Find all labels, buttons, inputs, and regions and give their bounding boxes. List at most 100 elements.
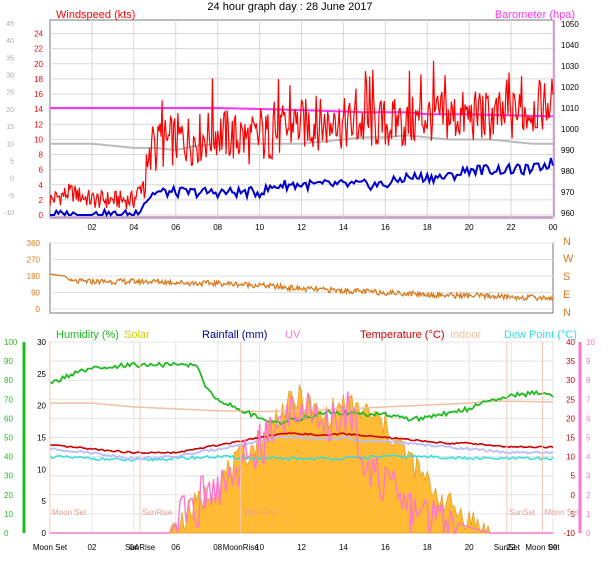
x-tick-label: 06 (171, 223, 180, 232)
tick-label-rainfall: 10 (37, 465, 46, 474)
tick-label-wind: 0 (39, 211, 44, 220)
tick-label-temperature: 35 (566, 357, 575, 366)
tick-label-outer: 0 (10, 176, 14, 183)
compass-label: S (563, 271, 570, 283)
event-label-axis: Moon Set (33, 543, 68, 552)
series-line-direction (49, 273, 554, 302)
tick-label-uv: 3 (586, 472, 591, 481)
tick-label-rainfall: 20 (37, 402, 46, 411)
tick-label-outer: 5 (10, 158, 14, 165)
x-tick-label: 04 (129, 223, 138, 232)
x-tick-label: 20 (465, 223, 474, 232)
tick-label-uv: 8 (586, 376, 591, 385)
tick-label-temperature: -5 (568, 510, 576, 519)
tick-label-barometer: 1040 (561, 41, 579, 50)
x-tick-label: 16 (381, 223, 390, 232)
x-tick-label: 04 (129, 543, 138, 552)
tick-label-barometer: 1010 (561, 104, 579, 113)
tick-label-rainfall: 15 (37, 434, 46, 443)
tick-label-humidity: 10 (4, 510, 13, 519)
legend-windspeed: Windspeed (kts) (56, 9, 135, 21)
tick-label-temperature: -10 (563, 529, 575, 538)
event-label-in-plot: SunSet (509, 508, 536, 517)
x-tick-label: 20 (465, 543, 474, 552)
tick-label-humidity: 70 (4, 395, 13, 404)
tick-label-direction: 270 (27, 256, 41, 265)
tick-label-humidity: 90 (4, 357, 13, 366)
legend-barometer: Barometer (hpa) (495, 9, 575, 21)
x-tick-label: 00 (549, 223, 558, 232)
event-label-in-plot: MoonRise (243, 508, 280, 517)
legend-item: Humidity (%) (56, 329, 119, 341)
x-tick-label: 12 (297, 543, 306, 552)
tick-label-barometer: 1020 (561, 83, 579, 92)
tick-label-humidity: 100 (4, 338, 18, 347)
tick-label-humidity: 30 (4, 472, 13, 481)
tick-label-barometer: 1000 (561, 125, 579, 134)
tick-label-humidity: 20 (4, 491, 13, 500)
event-label-in-plot: Moon Set (545, 508, 580, 517)
x-tick-label: 22 (507, 223, 516, 232)
tick-label-outer: -5 (8, 193, 14, 200)
tick-label-uv: 0 (586, 529, 591, 538)
tick-label-outer: 40 (6, 38, 14, 45)
series-line-humidity (49, 361, 554, 426)
series-line-temperature (49, 432, 554, 455)
legend-item: Indoor (450, 329, 482, 341)
tick-label-wind: 18 (34, 75, 43, 84)
tick-label-uv: 10 (586, 338, 595, 347)
compass-label: E (563, 289, 570, 301)
tick-label-barometer: 990 (561, 146, 575, 155)
x-tick-label: 02 (87, 223, 96, 232)
tick-label-humidity: 50 (4, 434, 13, 443)
tick-label-uv: 9 (586, 357, 591, 366)
event-label-axis: MoonRise (223, 543, 260, 552)
series-line-feels-like (49, 435, 554, 461)
tick-label-temperature: 5 (571, 472, 576, 481)
tick-label-uv: 7 (586, 395, 591, 404)
tick-label-direction: 0 (36, 305, 41, 314)
event-label-in-plot: Moon Set (52, 508, 87, 517)
tick-label-outer: -10 (4, 210, 14, 217)
tick-label-uv: 6 (586, 414, 591, 423)
legend-item: Dew Point (°C) (504, 329, 577, 341)
legend-item: Rainfall (mm) (202, 329, 267, 341)
tick-label-rainfall: 5 (42, 497, 47, 506)
tick-label-temperature: 20 (566, 414, 575, 423)
tick-label-wind: 6 (39, 166, 44, 175)
compass-label: N (563, 307, 571, 319)
tick-label-outer: 30 (6, 73, 14, 80)
x-tick-label: 18 (423, 223, 432, 232)
event-label-axis: SunRise (125, 543, 156, 552)
tick-label-barometer: 960 (561, 209, 575, 218)
x-tick-label: 08 (213, 223, 222, 232)
tick-label-direction: 90 (31, 289, 40, 298)
event-label-axis: SunSet (494, 543, 521, 552)
tick-label-temperature: 0 (571, 491, 576, 500)
tick-label-temperature: 15 (566, 434, 575, 443)
x-tick-label: 00 (549, 543, 558, 552)
tick-label-humidity: 80 (4, 376, 13, 385)
compass-label: N (563, 236, 571, 248)
tick-label-outer: 15 (6, 124, 14, 131)
tick-label-barometer: 1050 (561, 20, 579, 29)
tick-label-outer: 45 (6, 21, 14, 28)
x-tick-label: 08 (213, 543, 222, 552)
legend-item: Temperature (°C) (360, 329, 444, 341)
tick-label-barometer: 970 (561, 188, 575, 197)
x-tick-label: 10 (255, 223, 264, 232)
tick-label-outer: 35 (6, 55, 14, 62)
series-line-wind-gust (49, 60, 554, 210)
tick-label-rainfall: 30 (37, 338, 46, 347)
event-label-axis: Moon Set (525, 543, 560, 552)
legend-item: Solar (124, 329, 150, 341)
tick-label-direction: 360 (27, 239, 41, 248)
chart-title: 24 hour graph day : 28 June 2017 (207, 1, 372, 13)
tick-label-outer: 10 (6, 141, 14, 148)
tick-label-humidity: 40 (4, 453, 13, 462)
series-line-indoor (50, 400, 554, 413)
direction-plot-area (49, 242, 554, 314)
x-tick-label: 06 (171, 543, 180, 552)
tick-label-wind: 12 (34, 120, 43, 129)
tick-label-wind: 16 (34, 90, 43, 99)
